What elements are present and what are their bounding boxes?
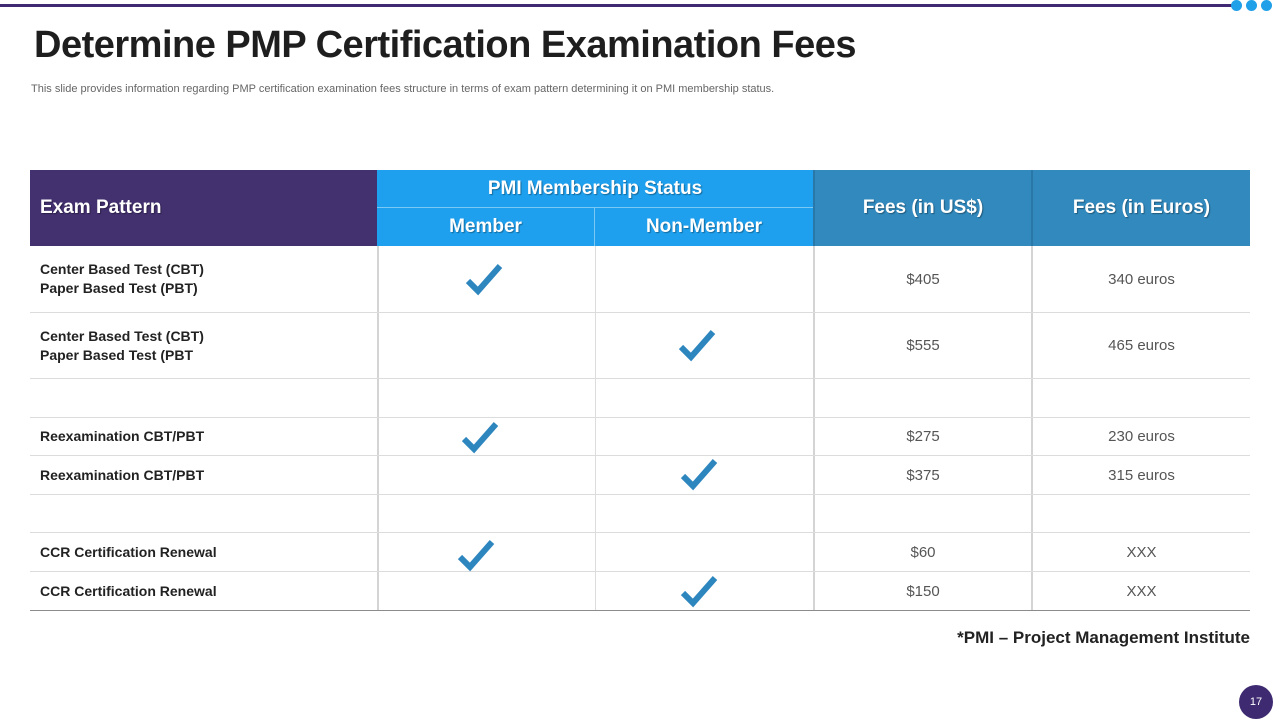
member-cell <box>377 379 595 417</box>
fee-usd-cell: $150 <box>813 572 1031 610</box>
non-member-cell <box>595 379 813 417</box>
table-row: Reexamination CBT/PBT $375 315 euros <box>30 456 1250 495</box>
exam-pattern-cell: Reexamination CBT/PBT <box>30 456 377 494</box>
non-member-cell <box>595 572 813 610</box>
header-fees-euros: Fees (in Euros) <box>1031 170 1250 246</box>
exam-pattern-cell: Center Based Test (CBT) Paper Based Test … <box>30 313 377 378</box>
fee-euros-cell: 230 euros <box>1031 418 1250 455</box>
member-cell <box>377 456 595 494</box>
fee-euros-cell: 340 euros <box>1031 246 1250 312</box>
fee-euros-cell <box>1031 495 1250 532</box>
fee-usd-cell <box>813 379 1031 417</box>
exam-pattern-text: Reexamination CBT/PBT <box>40 466 205 483</box>
fee-euros-cell <box>1031 379 1250 417</box>
non-member-cell <box>595 533 813 571</box>
fee-usd-cell: $60 <box>813 533 1031 571</box>
exam-pattern-text: Paper Based Test (PBT) <box>40 280 198 296</box>
exam-pattern-cell: Reexamination CBT/PBT <box>30 418 377 455</box>
table-row: Reexamination CBT/PBT $275 230 euros <box>30 418 1250 456</box>
table-row: Center Based Test (CBT) Paper Based Test … <box>30 313 1250 379</box>
fee-usd-cell: $375 <box>813 456 1031 494</box>
fee-euros-cell: 315 euros <box>1031 456 1250 494</box>
fee-euros-cell: XXX <box>1031 572 1250 610</box>
table-row: Center Based Test (CBT) Paper Based Test … <box>30 246 1250 313</box>
table-row: CCR Certification Renewal $60 XXX <box>30 533 1250 572</box>
check-mark-icon <box>465 262 503 296</box>
fee-usd-cell <box>813 495 1031 532</box>
exam-pattern-cell: CCR Certification Renewal <box>30 533 377 571</box>
non-member-cell <box>595 246 813 312</box>
member-cell <box>377 533 595 572</box>
non-member-cell <box>595 456 813 494</box>
member-cell <box>377 495 595 532</box>
exam-pattern-cell <box>30 495 377 532</box>
exam-pattern-text: Reexamination CBT/PBT <box>40 428 205 444</box>
member-cell <box>377 313 595 378</box>
slide-subtitle: This slide provides information regardin… <box>31 83 775 95</box>
header-non-member: Non-Member <box>595 208 813 246</box>
non-member-cell <box>595 418 813 455</box>
table-row <box>30 495 1250 533</box>
member-cell <box>377 246 595 312</box>
header-member: Member <box>377 208 595 246</box>
table-header: Exam Pattern PMI Membership Status Membe… <box>30 170 1250 246</box>
exam-pattern-text: Center Based Test (CBT) <box>40 327 204 344</box>
page-number-badge: 17 <box>1239 685 1273 719</box>
header-exam-pattern: Exam Pattern <box>30 170 377 246</box>
fee-euros-cell: XXX <box>1031 533 1250 571</box>
slide-title: Determine PMP Certification Examination … <box>34 24 856 66</box>
exam-pattern-cell: CCR Certification Renewal <box>30 572 377 610</box>
table-body: Center Based Test (CBT) Paper Based Test … <box>30 246 1250 611</box>
exam-pattern-cell: Center Based Test (CBT) Paper Based Test … <box>30 246 377 312</box>
exam-pattern-text: Paper Based Test (PBT <box>40 346 194 363</box>
check-mark-icon <box>680 574 718 608</box>
fee-usd-cell: $405 <box>813 246 1031 312</box>
member-cell <box>377 572 595 610</box>
table-row: CCR Certification Renewal $150 XXX <box>30 572 1250 611</box>
non-member-cell <box>595 313 813 378</box>
member-cell <box>377 418 595 455</box>
dots-decoration-icon <box>1231 0 1272 12</box>
exam-pattern-cell <box>30 379 377 417</box>
exam-pattern-text: CCR Certification Renewal <box>40 582 217 599</box>
fee-usd-cell: $275 <box>813 418 1031 455</box>
top-accent-line <box>0 4 1236 7</box>
header-fees-usd: Fees (in US$) <box>813 170 1031 246</box>
exam-pattern-text: CCR Certification Renewal <box>40 543 217 560</box>
table-row <box>30 379 1250 418</box>
check-mark-icon <box>678 328 716 362</box>
fees-table: Exam Pattern PMI Membership Status Membe… <box>30 170 1250 611</box>
check-mark-icon <box>461 420 499 454</box>
non-member-cell <box>595 495 813 532</box>
check-mark-icon <box>680 457 718 491</box>
fee-usd-cell: $555 <box>813 313 1031 378</box>
exam-pattern-text: Center Based Test (CBT) <box>40 261 204 277</box>
check-mark-icon <box>457 538 495 572</box>
fee-euros-cell: 465 euros <box>1031 313 1250 378</box>
footnote: *PMI – Project Management Institute <box>957 628 1250 647</box>
header-pmi-membership-status: PMI Membership Status <box>377 170 813 208</box>
